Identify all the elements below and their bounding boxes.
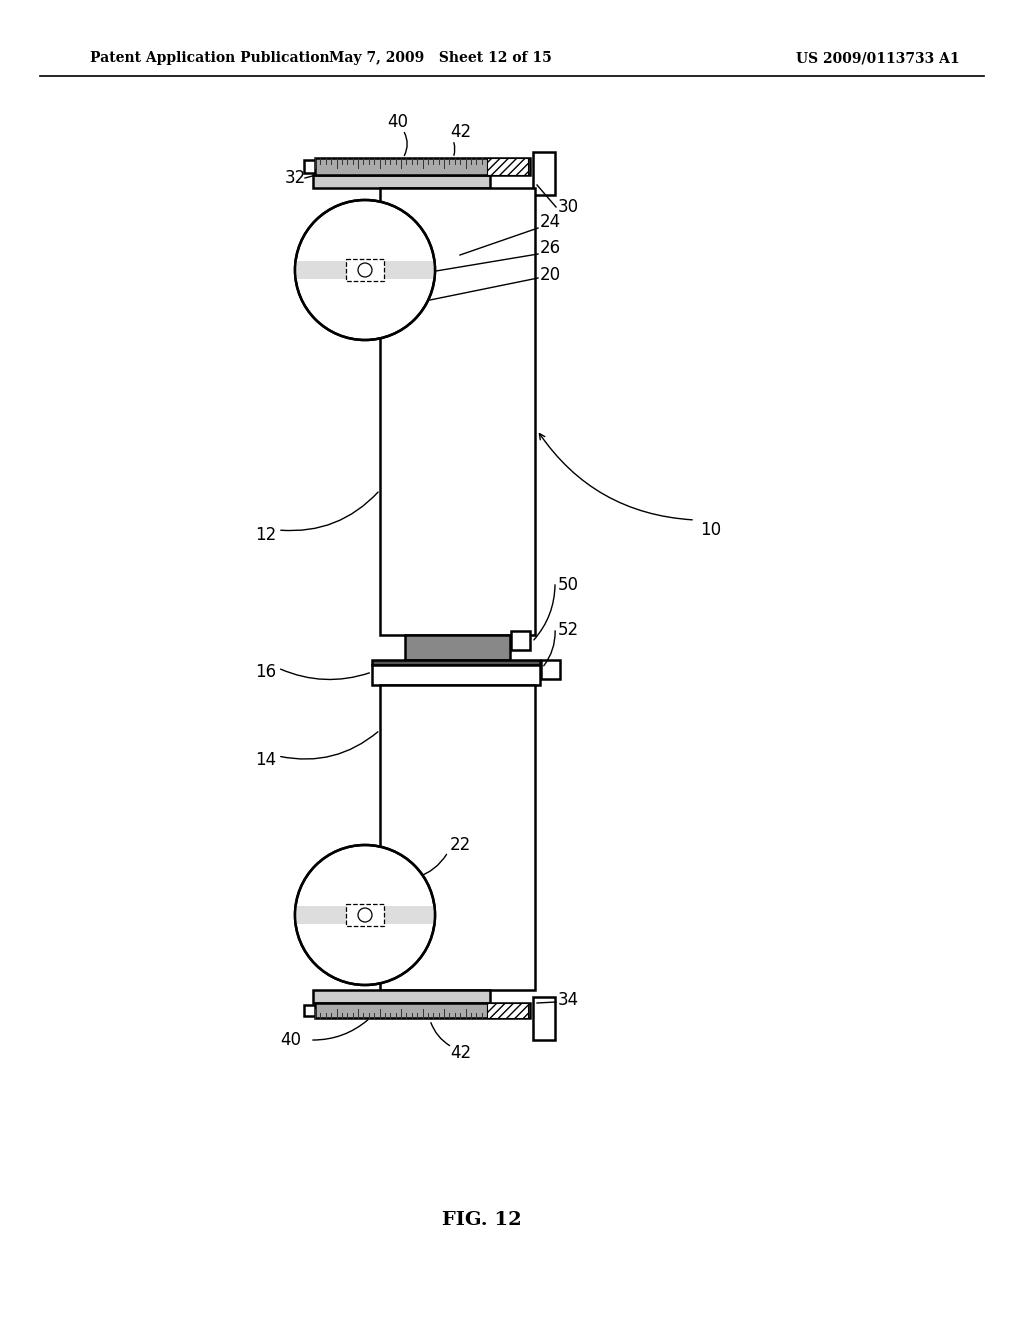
Circle shape	[358, 263, 372, 277]
Bar	[380, 187, 535, 635]
Bar	[295, 261, 435, 279]
Text: FIG. 12: FIG. 12	[442, 1210, 522, 1229]
Bar	[372, 665, 540, 685]
Bar	[346, 259, 384, 281]
Bar	[534, 152, 555, 195]
Text: 14: 14	[255, 751, 276, 770]
Text: 16: 16	[255, 663, 276, 681]
Bar	[511, 631, 530, 649]
Text: 40: 40	[387, 114, 409, 131]
Bar	[346, 904, 384, 927]
Bar	[534, 997, 555, 1040]
Text: 26: 26	[540, 239, 561, 257]
Text: US 2009/0113733 A1: US 2009/0113733 A1	[797, 51, 961, 65]
Text: 52: 52	[558, 620, 580, 639]
Text: 10: 10	[700, 521, 721, 539]
Text: 22: 22	[450, 836, 471, 854]
Circle shape	[358, 908, 372, 921]
Text: Patent Application Publication: Patent Application Publication	[90, 51, 330, 65]
Bar	[295, 906, 435, 924]
Bar	[406, 635, 510, 660]
Text: 42: 42	[450, 123, 471, 141]
Text: 34: 34	[558, 991, 580, 1008]
Text: 24: 24	[540, 213, 561, 231]
Circle shape	[295, 845, 435, 985]
Bar	[313, 176, 490, 187]
Bar	[304, 1005, 317, 1016]
Bar	[304, 160, 317, 173]
Text: May 7, 2009   Sheet 12 of 15: May 7, 2009 Sheet 12 of 15	[329, 51, 551, 65]
Bar	[315, 158, 530, 176]
Text: 50: 50	[558, 576, 579, 594]
Text: 12: 12	[255, 525, 276, 544]
Text: 20: 20	[540, 267, 561, 284]
Bar	[372, 660, 540, 665]
Bar	[487, 1003, 528, 1018]
Text: 30: 30	[558, 198, 580, 216]
Bar	[380, 685, 535, 990]
Bar	[313, 990, 490, 1003]
Text: 32: 32	[285, 169, 306, 187]
Bar	[487, 158, 528, 176]
Circle shape	[295, 201, 435, 341]
Bar	[315, 1003, 530, 1018]
Bar	[541, 660, 560, 678]
Text: 40: 40	[280, 1031, 301, 1049]
Text: 42: 42	[450, 1044, 471, 1063]
